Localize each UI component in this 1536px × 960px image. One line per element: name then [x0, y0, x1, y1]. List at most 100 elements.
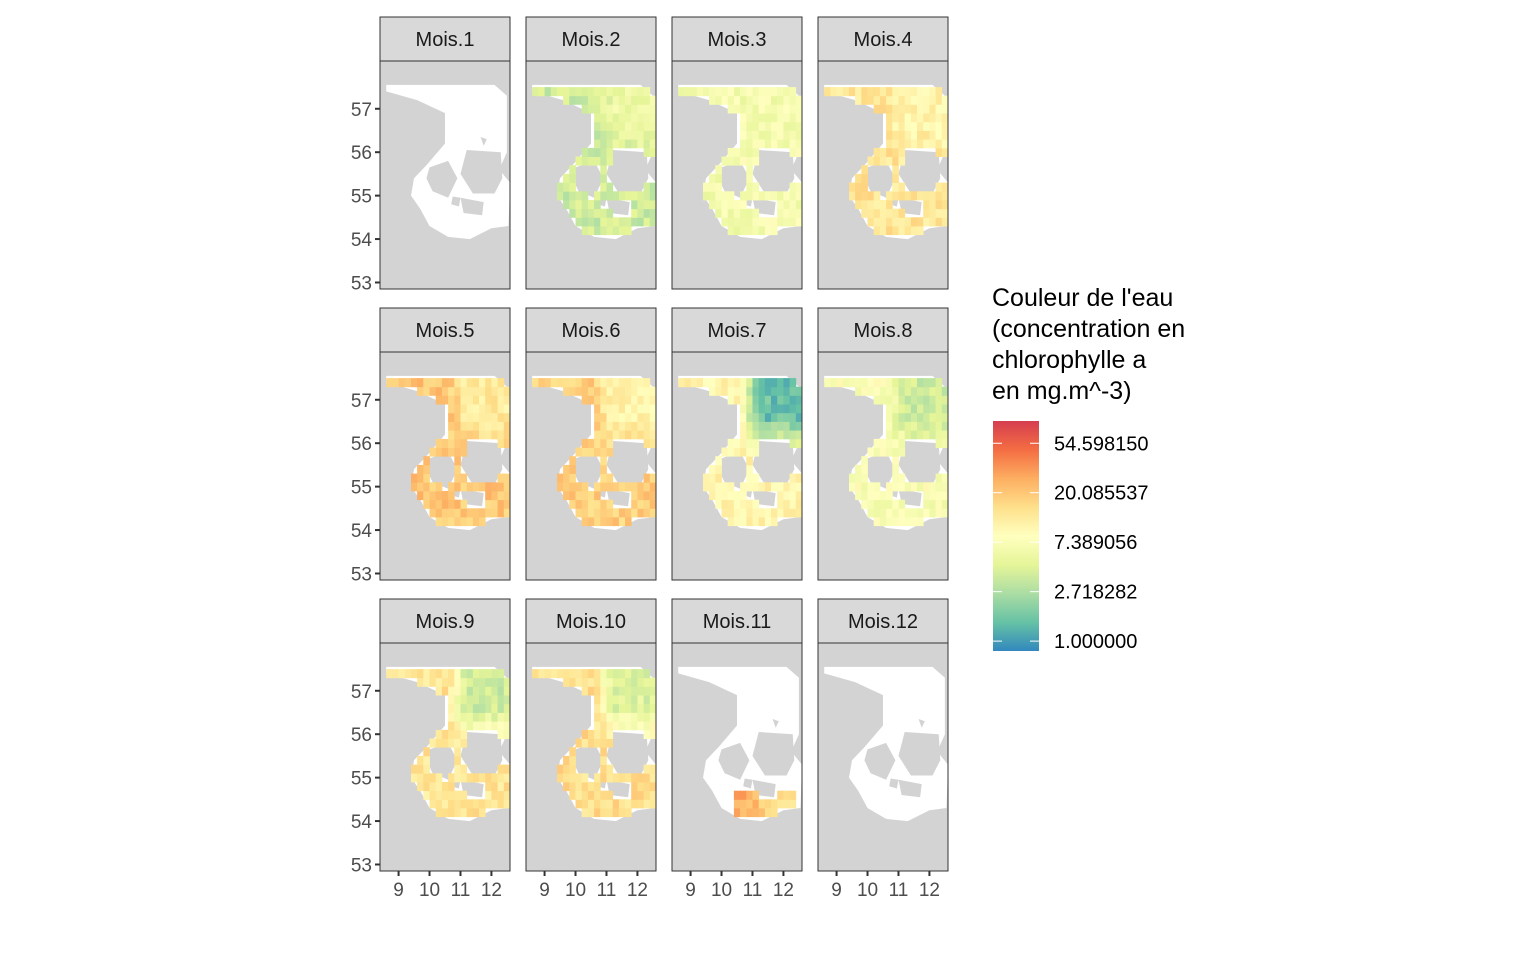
data-cell: [771, 130, 778, 140]
data-cell: [637, 121, 644, 131]
data-cell: [898, 517, 906, 527]
data-cell: [581, 208, 589, 218]
data-cell: [855, 87, 862, 97]
data-cell: [740, 517, 747, 527]
data-cell: [606, 430, 614, 440]
data-cell: [910, 191, 918, 201]
data-cell: [625, 95, 632, 105]
data-cell: [454, 456, 461, 466]
data-cell: [503, 703, 511, 713]
data-cell: [569, 191, 576, 201]
data-cell: [485, 482, 492, 492]
data-cell: [727, 156, 735, 166]
data-cell: [479, 378, 486, 388]
data-cell: [472, 395, 480, 405]
data-cell: [563, 87, 570, 97]
data-cell: [789, 121, 797, 131]
data-cell: [637, 191, 644, 201]
data-cell: [904, 104, 912, 114]
data-cell: [532, 87, 539, 97]
data-cell: [454, 747, 461, 757]
data-cell: [625, 721, 632, 731]
data-cell: [612, 712, 620, 722]
data-cell: [879, 226, 887, 236]
data-cell: [569, 173, 576, 183]
data-cell: [795, 430, 803, 440]
data-cell: [625, 226, 632, 236]
data-cell: [594, 139, 601, 149]
data-cell: [612, 721, 620, 731]
data-cell: [497, 773, 505, 783]
data-cell: [600, 217, 607, 227]
data-cell: [715, 182, 722, 192]
data-cell: [417, 669, 424, 679]
data-cell: [879, 517, 887, 527]
data-cell: [491, 421, 498, 431]
data-cell: [746, 182, 753, 192]
data-cell: [727, 95, 735, 105]
data-cell: [789, 404, 797, 414]
data-cell: [836, 87, 844, 97]
data-cell: [898, 95, 906, 105]
data-cell: [941, 473, 949, 483]
data-cell: [764, 95, 772, 105]
data-cell: [612, 421, 620, 431]
data-cell: [771, 808, 778, 818]
data-cell: [746, 447, 753, 457]
legend-title-line-3: chlorophylle a: [992, 346, 1146, 374]
data-cell: [454, 464, 461, 474]
data-cell: [479, 773, 486, 783]
data-cell: [643, 217, 651, 227]
data-cell: [746, 808, 753, 818]
data-cell: [600, 404, 607, 414]
data-cell: [491, 508, 498, 518]
panel-border: [817, 351, 949, 581]
data-cell: [917, 508, 924, 518]
data-cell: [417, 773, 424, 783]
data-cell: [429, 738, 437, 748]
data-cell: [423, 790, 430, 800]
data-cell: [783, 430, 790, 440]
data-cell: [727, 104, 735, 114]
data-cell: [454, 729, 461, 739]
data-cell: [435, 686, 443, 696]
y-tick-label: 55: [351, 769, 372, 790]
data-cell: [709, 473, 716, 483]
data-cell: [606, 438, 614, 448]
data-cell: [892, 113, 899, 123]
data-cell: [867, 508, 875, 518]
data-cell: [612, 386, 620, 396]
data-cell: [594, 669, 601, 679]
y-tick-label: 57: [351, 391, 372, 412]
data-cell: [764, 191, 772, 201]
data-cell: [460, 669, 468, 679]
data-cell: [649, 191, 657, 201]
data-cell: [643, 404, 651, 414]
data-cell: [783, 378, 790, 388]
data-cell: [625, 808, 632, 818]
data-cell: [935, 104, 943, 114]
data-cell: [643, 121, 651, 131]
data-cell: [581, 156, 589, 166]
data-cell: [910, 139, 918, 149]
data-cell: [618, 130, 626, 140]
data-cell: [557, 191, 564, 201]
data-cell: [727, 517, 735, 527]
island: [606, 732, 649, 776]
data-cell: [637, 113, 644, 123]
data-cell: [448, 669, 455, 679]
data-cell: [941, 217, 949, 227]
data-cell: [637, 217, 644, 227]
data-cell: [618, 87, 626, 97]
data-cell: [625, 799, 632, 809]
data-cell: [600, 386, 607, 396]
data-cell: [892, 517, 899, 527]
data-cell: [758, 430, 766, 440]
data-cell: [733, 438, 741, 448]
data-cell: [448, 677, 455, 687]
data-cell: [733, 87, 741, 97]
data-cell: [448, 430, 455, 440]
data-cell: [733, 378, 741, 388]
data-cell: [569, 499, 576, 509]
data-cell: [569, 491, 576, 501]
